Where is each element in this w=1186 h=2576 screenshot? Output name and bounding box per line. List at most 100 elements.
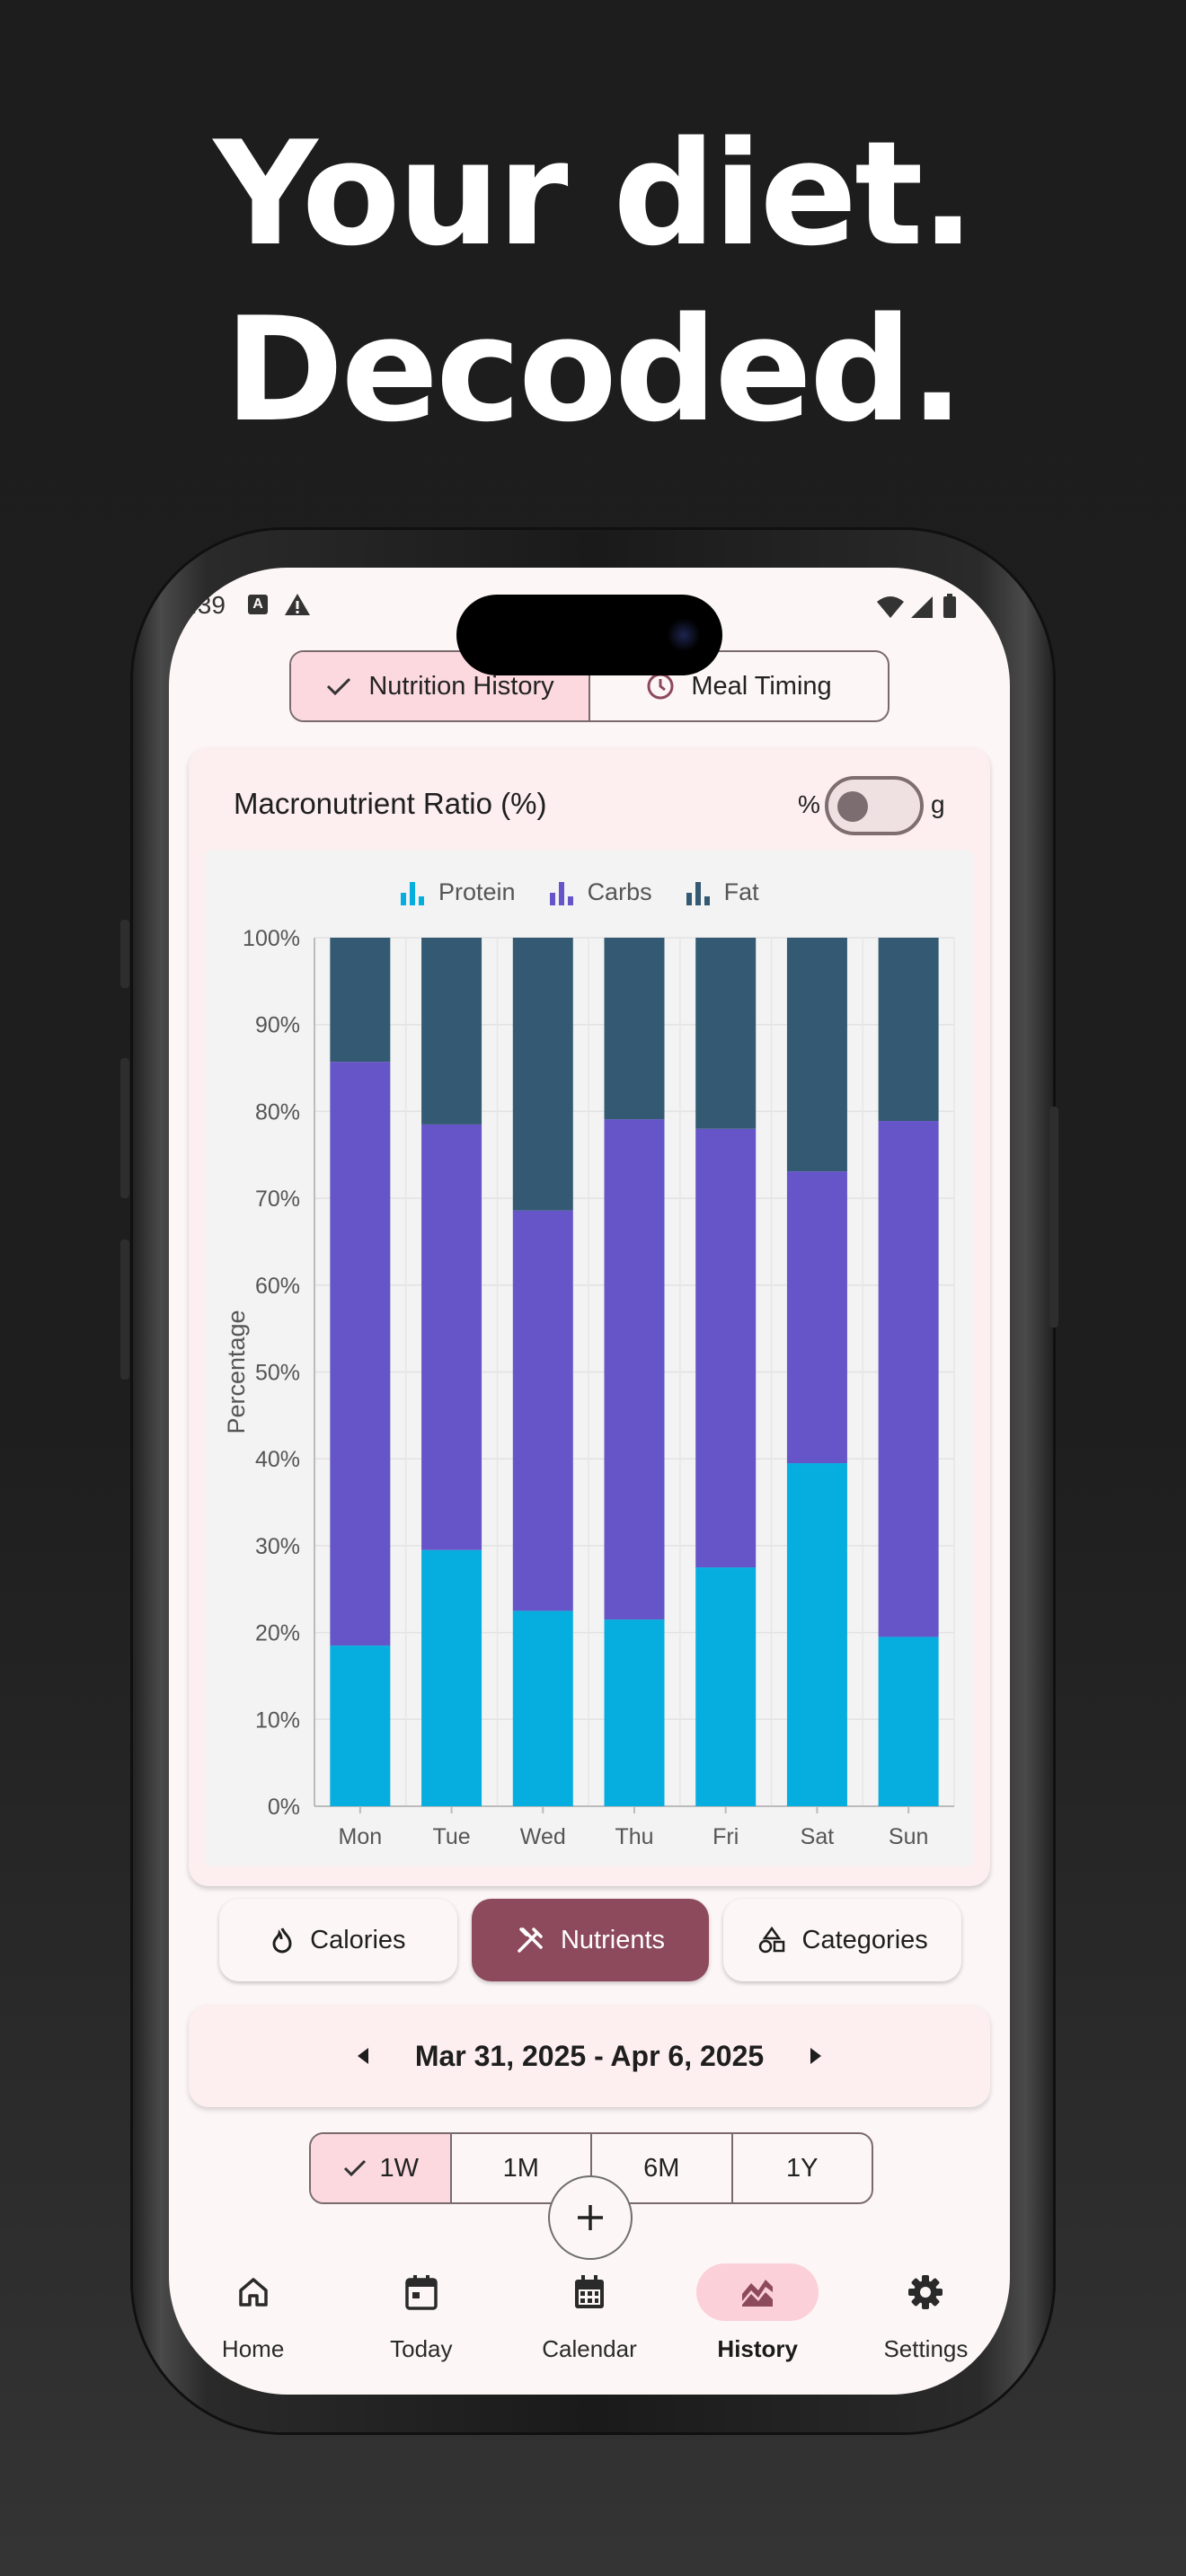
toggle-label-grams: g [931, 790, 945, 818]
legend-item-carbs[interactable]: Carbs [548, 878, 652, 906]
chip-categories[interactable]: Categories [723, 1899, 962, 1981]
volume-up-button [120, 1058, 129, 1198]
range-1y-label: 1Y [786, 2153, 819, 2183]
x-tick-label: Mon [339, 1824, 383, 1849]
nav-today-icon-wrap [360, 2263, 482, 2321]
chip-nutrients[interactable]: Nutrients [471, 1899, 710, 1981]
bar-carbs-thu [604, 1119, 665, 1620]
nav-today-label: Today [390, 2335, 453, 2362]
camera-icon [667, 618, 701, 652]
chip-nutrients-label: Nutrients [560, 1925, 666, 1954]
nav-settings-icon-wrap [864, 2263, 987, 2321]
power-button [1049, 1107, 1058, 1328]
wifi-signal-battery-icon [877, 594, 956, 618]
check-icon [343, 2159, 366, 2177]
nav-today[interactable]: Today [337, 2247, 505, 2395]
clock-icon [647, 673, 674, 700]
bar-fat-mon [330, 938, 391, 1063]
range-6m[interactable]: 6M [592, 2134, 733, 2202]
x-tick-label: Sun [889, 1824, 928, 1849]
add-fab[interactable] [548, 2175, 633, 2260]
bottom-navigation: Home Today Calendar History Settings [169, 2247, 1010, 2395]
bar-protein-fri [695, 1567, 757, 1806]
bar-carbs-fri [695, 1128, 757, 1568]
bar-carbs-tue [421, 1124, 482, 1550]
bar-carbs-wed [512, 1210, 573, 1611]
status-icons [875, 593, 965, 624]
range-1w[interactable]: 1W [311, 2134, 452, 2202]
nav-settings-label: Settings [883, 2335, 969, 2362]
y-tick-label: 50% [255, 1361, 300, 1386]
bar-chart-icon [686, 881, 710, 905]
bar-chart-icon [401, 881, 424, 905]
bar-protein-thu [604, 1619, 665, 1806]
legend-item-protein[interactable]: Protein [399, 878, 516, 906]
chip-calories[interactable]: Calories [219, 1899, 457, 1981]
headline-line-2: Decoded. [224, 286, 964, 454]
chevron-right-icon[interactable] [807, 2046, 825, 2066]
nav-calendar[interactable]: Calendar [505, 2247, 673, 2395]
nav-home-label: Home [221, 2335, 285, 2362]
nav-history-icon-wrap [696, 2263, 819, 2321]
bar-fat-thu [604, 938, 665, 1120]
y-tick-label: 40% [255, 1447, 300, 1472]
plus-icon [578, 2205, 603, 2230]
macronutrient-chart: 0% 10% 20% 30% 40% 50% 60% 70% 80% 90% 100% Mon Tue W… [223, 927, 955, 1849]
y-axis-title: Percentage [223, 1310, 250, 1434]
nav-home-icon-wrap [192, 2263, 314, 2321]
flame-icon [272, 1928, 292, 1954]
legend-label-carbs: Carbs [587, 878, 652, 905]
y-tick-label: 20% [255, 1621, 300, 1646]
bar-fat-sun [878, 938, 939, 1122]
y-tick-label: 10% [255, 1707, 300, 1733]
bar-carbs-sun [878, 1121, 939, 1637]
headline: Your diet. Decoded. [0, 106, 1186, 458]
range-1w-label: 1W [379, 2153, 420, 2183]
card-title: Macronutrient Ratio (%) [234, 787, 547, 820]
legend-item-fat[interactable]: Fat [685, 878, 759, 906]
nav-settings[interactable]: Settings [842, 2247, 1010, 2395]
bar-fat-wed [512, 938, 573, 1211]
toggle-knob [837, 791, 868, 822]
bar-fat-sat [786, 938, 847, 1172]
bar-carbs-mon [330, 1062, 391, 1646]
status-a-icon: A [248, 595, 268, 614]
calendar-day-icon [405, 2275, 438, 2310]
headline-line-1: Your diet. [213, 110, 976, 278]
unit-toggle[interactable] [825, 776, 924, 835]
bar-carbs-sat [786, 1171, 847, 1464]
chevron-left-icon[interactable] [354, 2046, 372, 2066]
metric-chip-row: Calories Nutrients Categories [219, 1899, 962, 1981]
y-tick-label: 90% [255, 1013, 300, 1038]
volume-down-button [120, 1239, 129, 1380]
tab-nutrition-history-label: Nutrition History [368, 671, 554, 701]
calendar-month-icon [575, 2275, 604, 2308]
chip-categories-label: Categories [801, 1925, 928, 1954]
action-button [120, 920, 129, 988]
legend-label-protein: Protein [438, 878, 516, 905]
x-tick-label: Sat [801, 1824, 835, 1849]
y-tick-label: 70% [255, 1187, 300, 1212]
range-6m-label: 6M [643, 2153, 680, 2183]
bar-protein-sat [786, 1463, 847, 1806]
legend-label-fat: Fat [723, 878, 759, 905]
x-tick-label: Fri [712, 1824, 739, 1849]
bar-protein-tue [421, 1549, 482, 1806]
warning-icon [284, 593, 311, 621]
range-1y[interactable]: 1Y [733, 2134, 872, 2202]
range-1m-label: 1M [502, 2153, 539, 2183]
range-1m[interactable]: 1M [452, 2134, 592, 2202]
shapes-icon [758, 1926, 784, 1954]
status-time: :39 [190, 591, 226, 619]
tab-meal-timing-label: Meal Timing [691, 671, 832, 701]
nav-home[interactable]: Home [169, 2247, 337, 2395]
y-tick-label: 60% [255, 1274, 300, 1299]
nav-history[interactable]: History [674, 2247, 842, 2395]
y-tick-label: 80% [255, 1099, 300, 1125]
y-tick-label: 100% [243, 927, 300, 951]
home-icon [238, 2278, 268, 2307]
gear-icon [908, 2275, 943, 2309]
date-range-card: Mar 31, 2025 - Apr 6, 2025 [189, 2005, 990, 2107]
date-range-text: Mar 31, 2025 - Apr 6, 2025 [414, 2039, 765, 2072]
y-tick-label: 30% [255, 1534, 300, 1559]
